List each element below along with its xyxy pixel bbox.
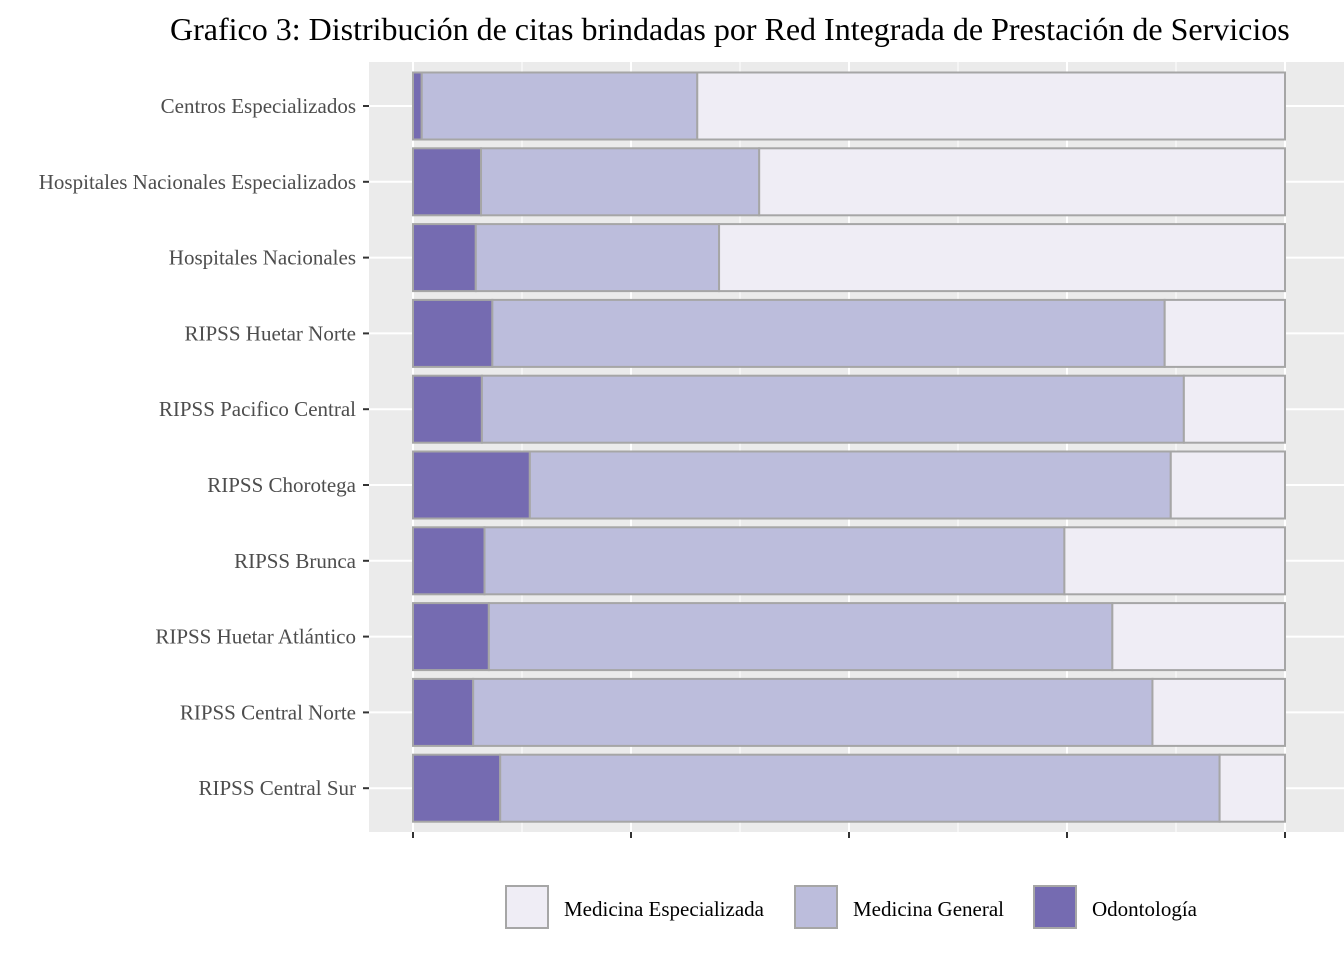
bar-medicina-especializada-hospitales-nacionales <box>718 223 1286 293</box>
bar-medicina-especializada-ripss-central-sur <box>1218 753 1286 823</box>
bar-medicina-general-ripss-central-sur <box>499 753 1221 823</box>
y-tick-label: RIPSS Huetar Norte <box>185 321 357 345</box>
bar-medicina-general-ripss-pacifico-central <box>480 374 1185 444</box>
bar-odontologia-hospitales-nacionales-especializados <box>412 147 483 217</box>
legend-label: Medicina General <box>853 897 1004 921</box>
legend: Medicina Especializada Medicina General Od… <box>505 885 1198 929</box>
bar-medicina-especializada-ripss-central-norte <box>1151 677 1287 747</box>
bar-medicina-especializada-ripss-huetar-atlantico <box>1111 602 1286 672</box>
bar-odontologia-ripss-brunca <box>412 526 486 596</box>
bar-medicina-especializada-ripss-chorotega <box>1169 450 1286 520</box>
y-axis: Centros Especializados Hospitales Naciona… <box>39 94 369 800</box>
legend-key-odontologia <box>1033 885 1077 929</box>
bar-odontologia-ripss-huetar-norte <box>412 298 494 368</box>
bar-medicina-especializada-ripss-brunca <box>1063 526 1287 596</box>
bar-medicina-especializada-ripss-huetar-norte <box>1163 298 1286 368</box>
bar-medicina-general-ripss-huetar-norte <box>491 298 1166 368</box>
y-tick-label: Hospitales Nacionales <box>169 246 356 270</box>
bar-medicina-especializada-ripss-pacifico-central <box>1182 374 1287 444</box>
legend-key-medicina-especializada <box>505 885 549 929</box>
y-tick-label: RIPSS Central Sur <box>198 776 356 800</box>
bars <box>412 71 1287 823</box>
y-tick-label: RIPSS Pacifico Central <box>159 397 356 421</box>
y-tick-label: Hospitales Nacionales Especializados <box>39 170 356 194</box>
chart-title: Grafico 3: Distribución de citas brindad… <box>170 11 1290 47</box>
bar-odontologia-ripss-pacifico-central <box>412 374 483 444</box>
bar-odontologia-hospitales-nacionales <box>412 223 477 293</box>
bar-odontologia-ripss-central-sur <box>412 753 502 823</box>
legend-key-medicina-general <box>794 885 838 929</box>
y-tick-label: RIPSS Brunca <box>234 549 357 573</box>
bar-medicina-general-centros-especializados <box>420 71 699 141</box>
bar-medicina-general-ripss-brunca <box>483 526 1066 596</box>
y-tick-label: RIPSS Chorotega <box>207 473 356 497</box>
bar-odontologia-ripss-central-norte <box>412 677 475 747</box>
bar-medicina-general-ripss-central-norte <box>472 677 1154 747</box>
legend-label: Medicina Especializada <box>564 897 765 921</box>
bar-medicina-general-ripss-huetar-atlantico <box>487 602 1114 672</box>
y-tick-label: RIPSS Central Norte <box>180 700 356 724</box>
y-tick-label: RIPSS Huetar Atlántico <box>155 625 356 649</box>
legend-label: Odontología <box>1092 897 1198 921</box>
bar-medicina-general-hospitales-nacionales-especializados <box>480 147 761 217</box>
bar-odontologia-ripss-chorotega <box>412 450 531 520</box>
bar-odontologia-ripss-huetar-atlantico <box>412 602 490 672</box>
bar-odontologia-centros-especializados <box>412 71 423 141</box>
x-axis <box>412 832 1286 838</box>
bar-medicina-general-ripss-chorotega <box>528 450 1172 520</box>
bar-medicina-general-hospitales-nacionales <box>474 223 721 293</box>
bar-medicina-especializada-centros-especializados <box>696 71 1286 141</box>
y-tick-label: Centros Especializados <box>161 94 356 118</box>
bar-medicina-especializada-hospitales-nacionales-especializados <box>758 147 1286 217</box>
